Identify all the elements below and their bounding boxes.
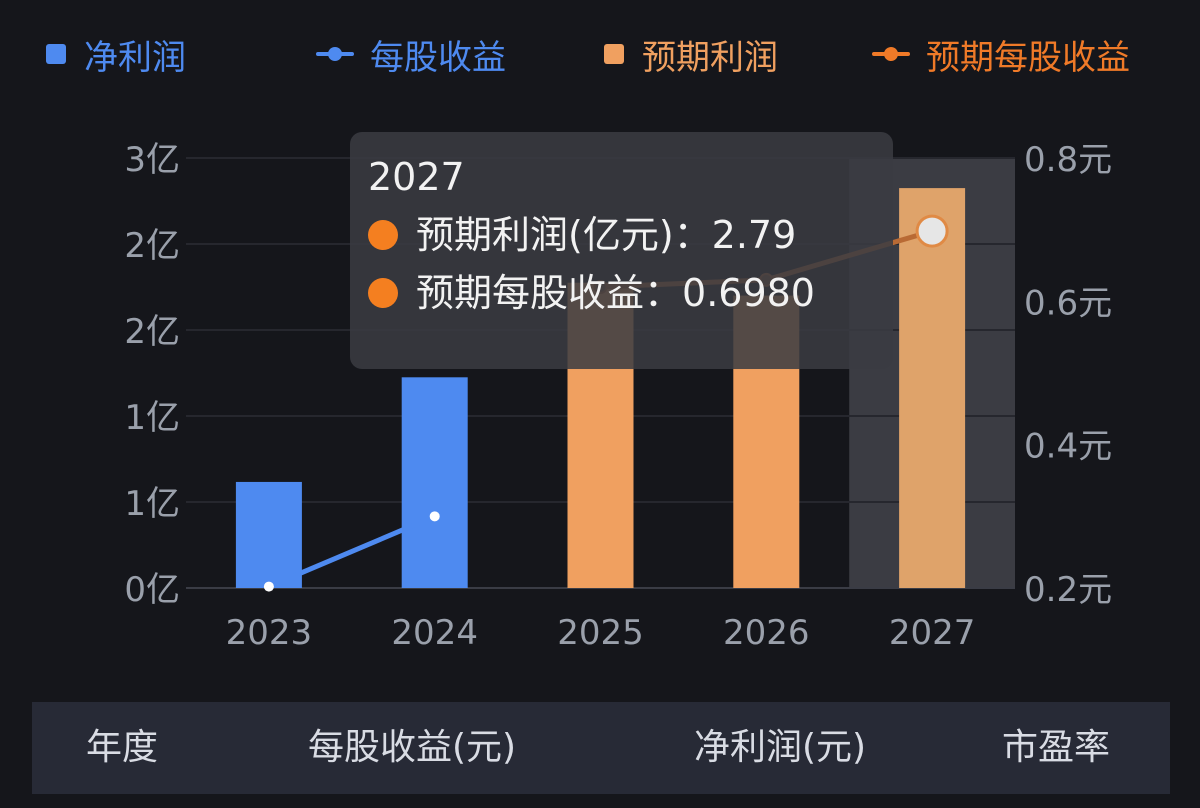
- line-point-highlight: [915, 214, 949, 248]
- left-axis-tick-label: 0亿: [124, 570, 180, 610]
- tooltip-dot: [368, 278, 398, 308]
- tooltip-row-expected-eps: 预期每股收益： 0.6980: [368, 270, 875, 316]
- legend-label: 预期每股收益: [926, 37, 1130, 78]
- legend-line-marker: [872, 47, 910, 61]
- left-axis-tick-label: 3亿: [124, 140, 180, 180]
- tooltip-label: 预期利润(亿元)：: [416, 213, 712, 257]
- chart-tooltip: 2027 预期利润(亿元)： 2.79 预期每股收益： 0.6980: [350, 132, 893, 369]
- bar: [401, 377, 468, 588]
- line-point: [429, 511, 440, 522]
- x-axis-tick-label: 2024: [391, 613, 478, 653]
- legend-swatch: [604, 44, 624, 64]
- x-axis-tick-label: 2026: [723, 613, 810, 653]
- bar: [235, 481, 302, 588]
- x-axis-tick-label: 2023: [226, 613, 313, 653]
- tooltip-title: 2027: [368, 155, 465, 199]
- line-point: [263, 581, 274, 592]
- legend-label: 预期利润: [642, 37, 778, 78]
- header-year[interactable]: 年度: [86, 727, 159, 768]
- right-axis-tick-label: 0.4元: [1024, 427, 1112, 467]
- left-axis-tick-label: 2亿: [124, 312, 180, 352]
- legend-item-net-profit[interactable]: 净利润: [46, 26, 186, 82]
- x-axis-tick-label: 2027: [889, 613, 976, 653]
- series-line: [267, 514, 436, 589]
- header-pe-ratio[interactable]: 市盈率: [1002, 727, 1111, 768]
- legend-item-eps[interactable]: 每股收益: [316, 26, 506, 82]
- right-axis-tick-label: 0.2元: [1024, 570, 1112, 610]
- right-axis-tick-label: 0.6元: [1024, 283, 1112, 323]
- left-axis-tick-label: 1亿: [124, 484, 180, 524]
- tooltip-label: 预期每股收益：: [416, 271, 683, 315]
- tooltip-dot: [368, 220, 398, 250]
- x-axis-tick-label: 2025: [557, 613, 644, 653]
- tooltip-value: 2.79: [711, 213, 797, 257]
- legend-label: 每股收益: [370, 37, 506, 78]
- header-net-profit[interactable]: 净利润(元): [694, 727, 867, 768]
- bar: [899, 188, 966, 588]
- header-eps[interactable]: 每股收益(元): [308, 727, 517, 768]
- right-axis-tick-label: 0.8元: [1024, 140, 1112, 180]
- left-axis-tick-label: 2亿: [124, 226, 180, 266]
- legend-item-expected-profit[interactable]: 预期利润: [604, 26, 778, 82]
- legend-item-expected-eps[interactable]: 预期每股收益: [872, 26, 1130, 82]
- legend-line-marker: [316, 47, 354, 61]
- legend-label: 净利润: [84, 37, 186, 78]
- legend-swatch: [46, 44, 66, 64]
- left-axis-tick-label: 1亿: [124, 398, 180, 438]
- tooltip-row-expected-profit: 预期利润(亿元)： 2.79: [368, 212, 875, 258]
- data-table-header: 年度 每股收益(元) 净利润(元) 市盈率: [32, 702, 1170, 794]
- chart-legend: 净利润 每股收益 预期利润 预期每股收益: [0, 26, 1200, 82]
- tooltip-value: 0.6980: [682, 271, 815, 315]
